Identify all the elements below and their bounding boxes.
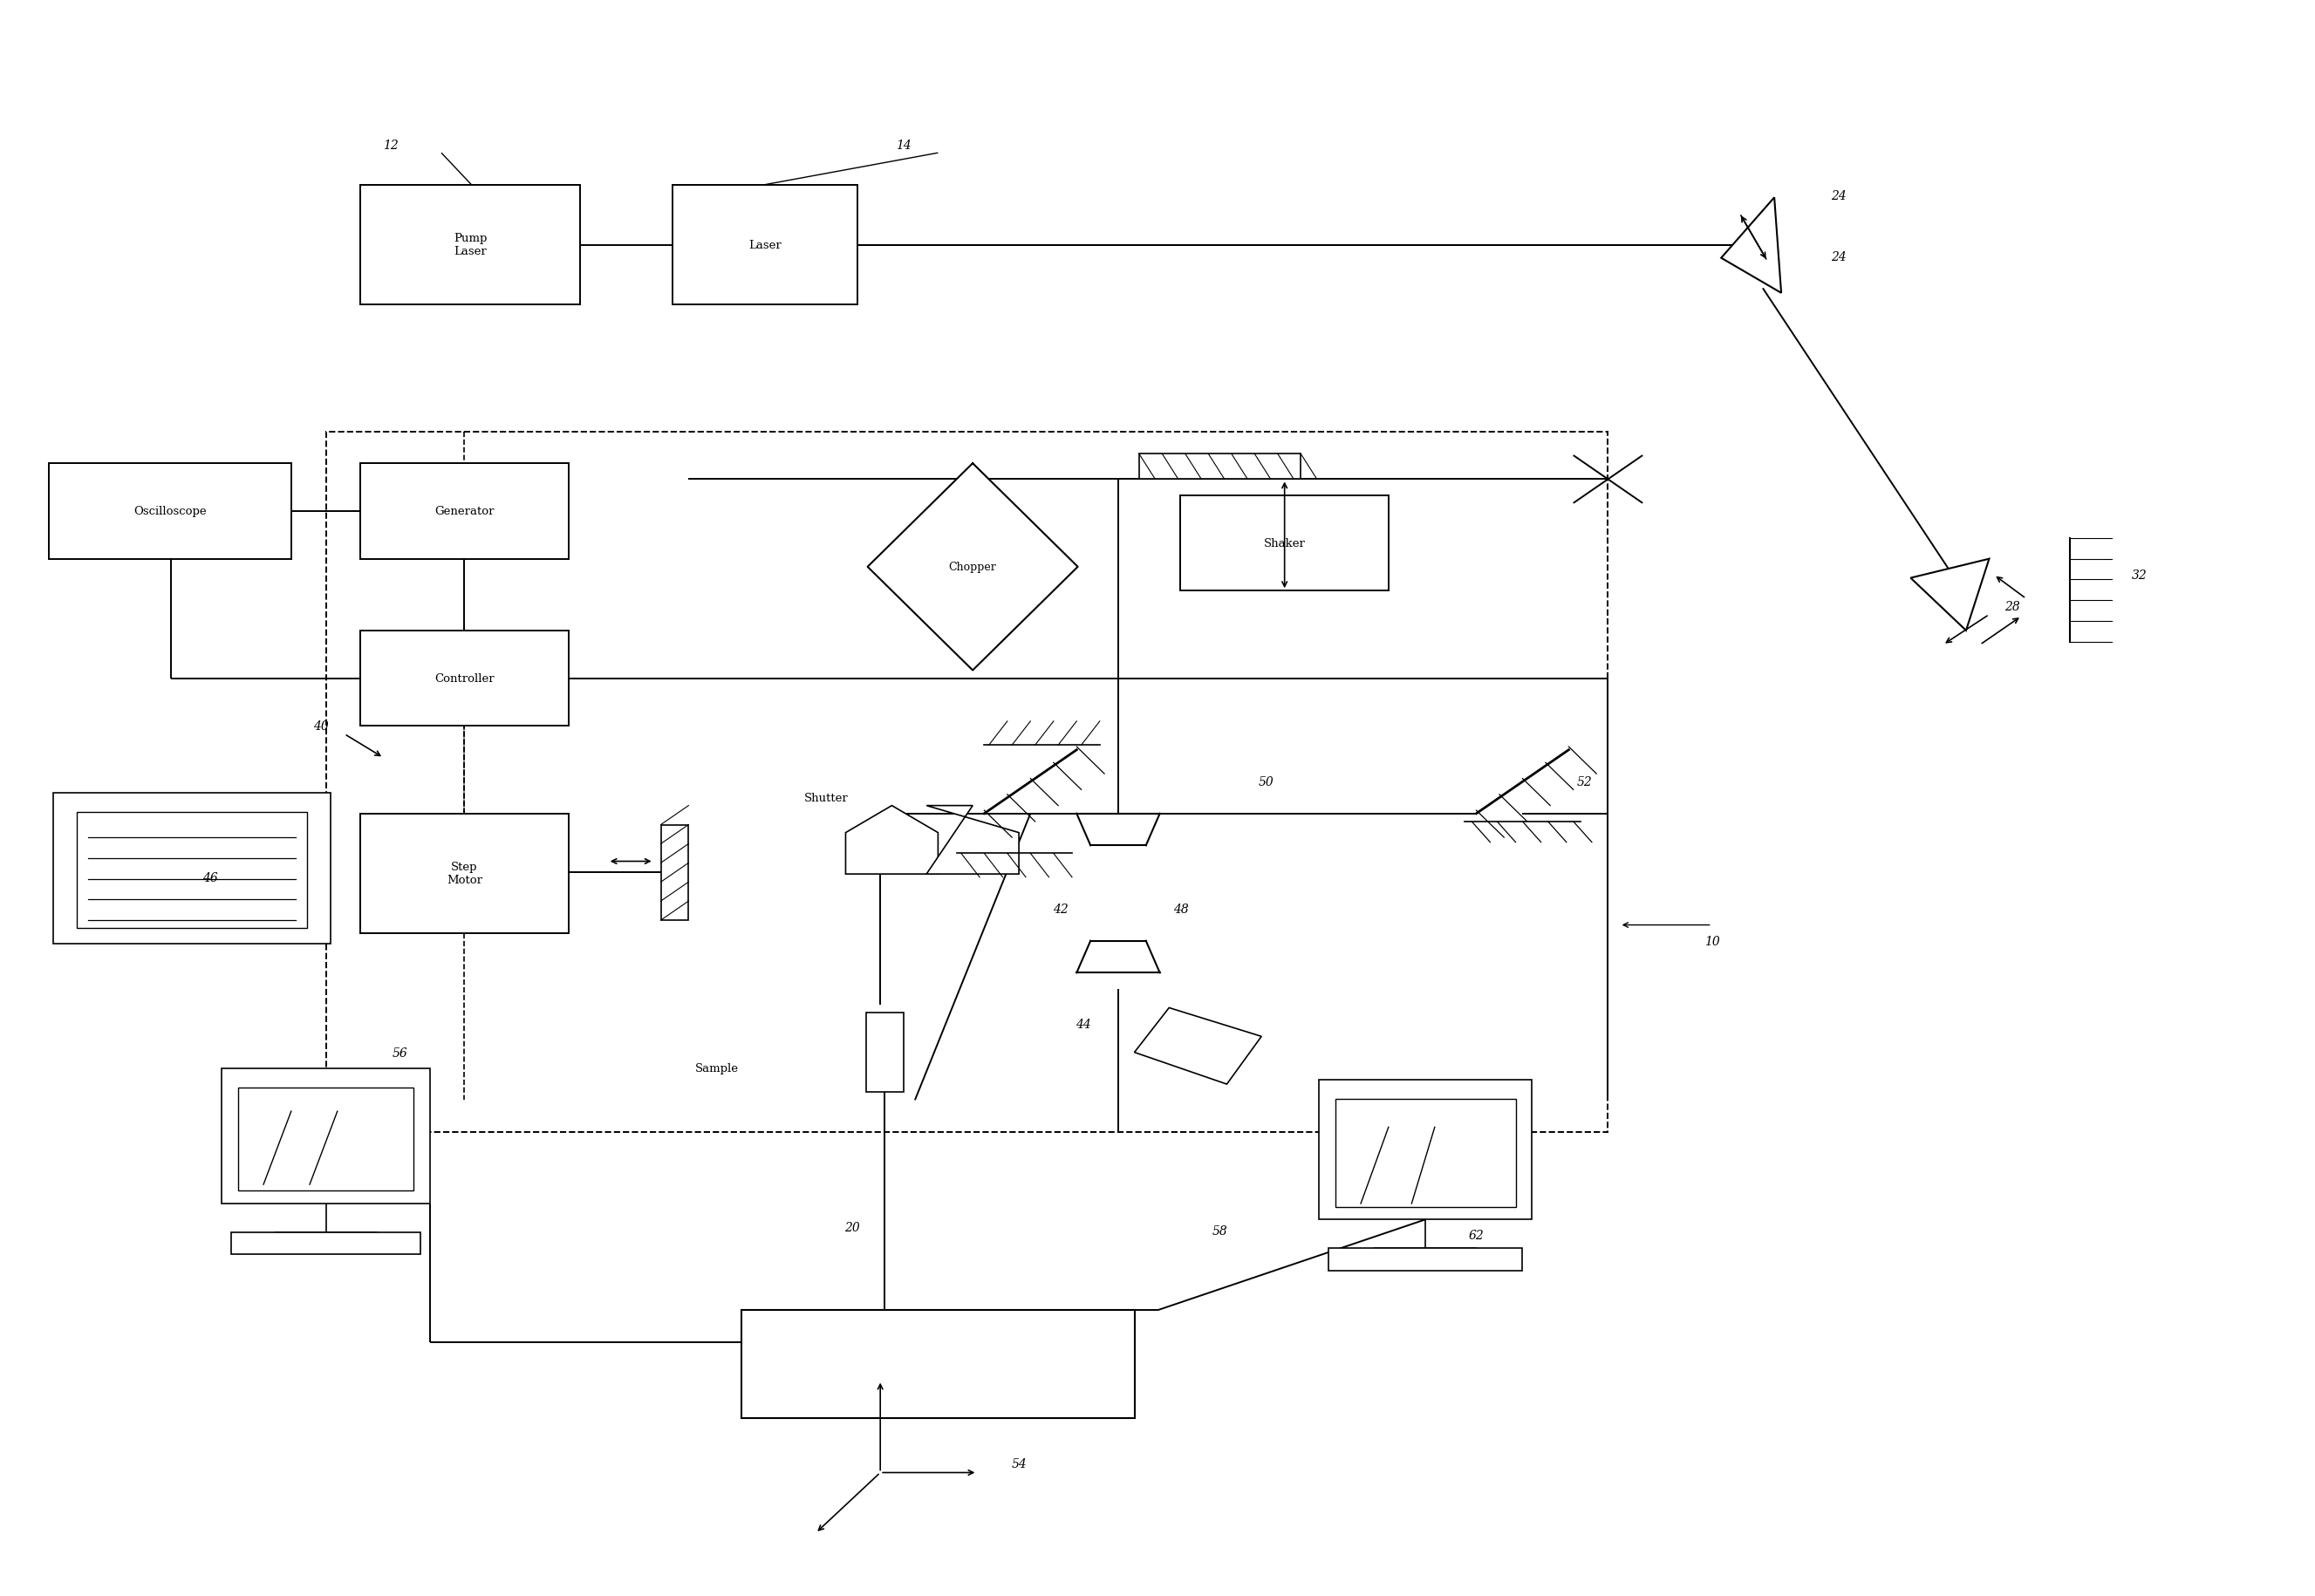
Bar [361,185,581,305]
Text: Controller: Controller [435,674,495,685]
Bar [1181,496,1389,591]
Text: 58: 58 [1213,1224,1227,1237]
Text: 24: 24 [1831,190,1847,203]
Bar [76,812,308,929]
Polygon shape [1910,559,1989,630]
Text: 50: 50 [1259,776,1273,788]
Text: Sample: Sample [694,1063,738,1074]
Bar [49,464,292,559]
Bar [660,825,688,921]
Bar [361,630,569,726]
Text: 52: 52 [1577,776,1593,788]
Bar [326,433,1609,1132]
Text: 12: 12 [382,139,398,152]
Text: 20: 20 [845,1221,861,1234]
Bar [53,793,331,945]
Bar [741,1310,1134,1419]
Text: Pump
Laser: Pump Laser [454,233,486,257]
Text: 28: 28 [2005,602,2021,613]
Polygon shape [926,806,1019,875]
Polygon shape [845,806,938,875]
Text: 56: 56 [391,1047,407,1058]
Text: 48: 48 [1174,903,1188,916]
Text: Step
Motor: Step Motor [447,862,482,886]
Bar [361,464,569,559]
Bar [222,1068,431,1203]
Text: 40: 40 [313,720,329,733]
Text: 24: 24 [1831,251,1847,263]
Bar [1336,1098,1516,1207]
Bar [671,185,857,305]
Text: Chopper: Chopper [949,562,995,573]
Polygon shape [1720,198,1780,294]
Text: 32: 32 [2132,570,2146,581]
Text: 46: 46 [204,871,218,884]
Bar [1320,1079,1533,1219]
Text: Laser: Laser [748,239,780,251]
Bar [238,1087,414,1191]
Text: 62: 62 [1468,1229,1484,1242]
Text: Oscilloscope: Oscilloscope [134,506,206,517]
Text: Shutter: Shutter [803,792,847,804]
Text: 10: 10 [1704,935,1720,948]
Polygon shape [1134,1009,1262,1084]
Text: 54: 54 [1012,1457,1026,1470]
Text: Generator: Generator [435,506,495,517]
Text: Shaker: Shaker [1264,538,1306,549]
Bar [1329,1248,1523,1270]
Bar [1139,455,1301,480]
Text: 42: 42 [1053,903,1067,916]
Bar [361,814,569,934]
Text: 14: 14 [896,139,912,152]
Bar [232,1232,421,1254]
Polygon shape [868,464,1079,670]
Bar [866,1013,903,1092]
Text: 44: 44 [1076,1018,1090,1029]
